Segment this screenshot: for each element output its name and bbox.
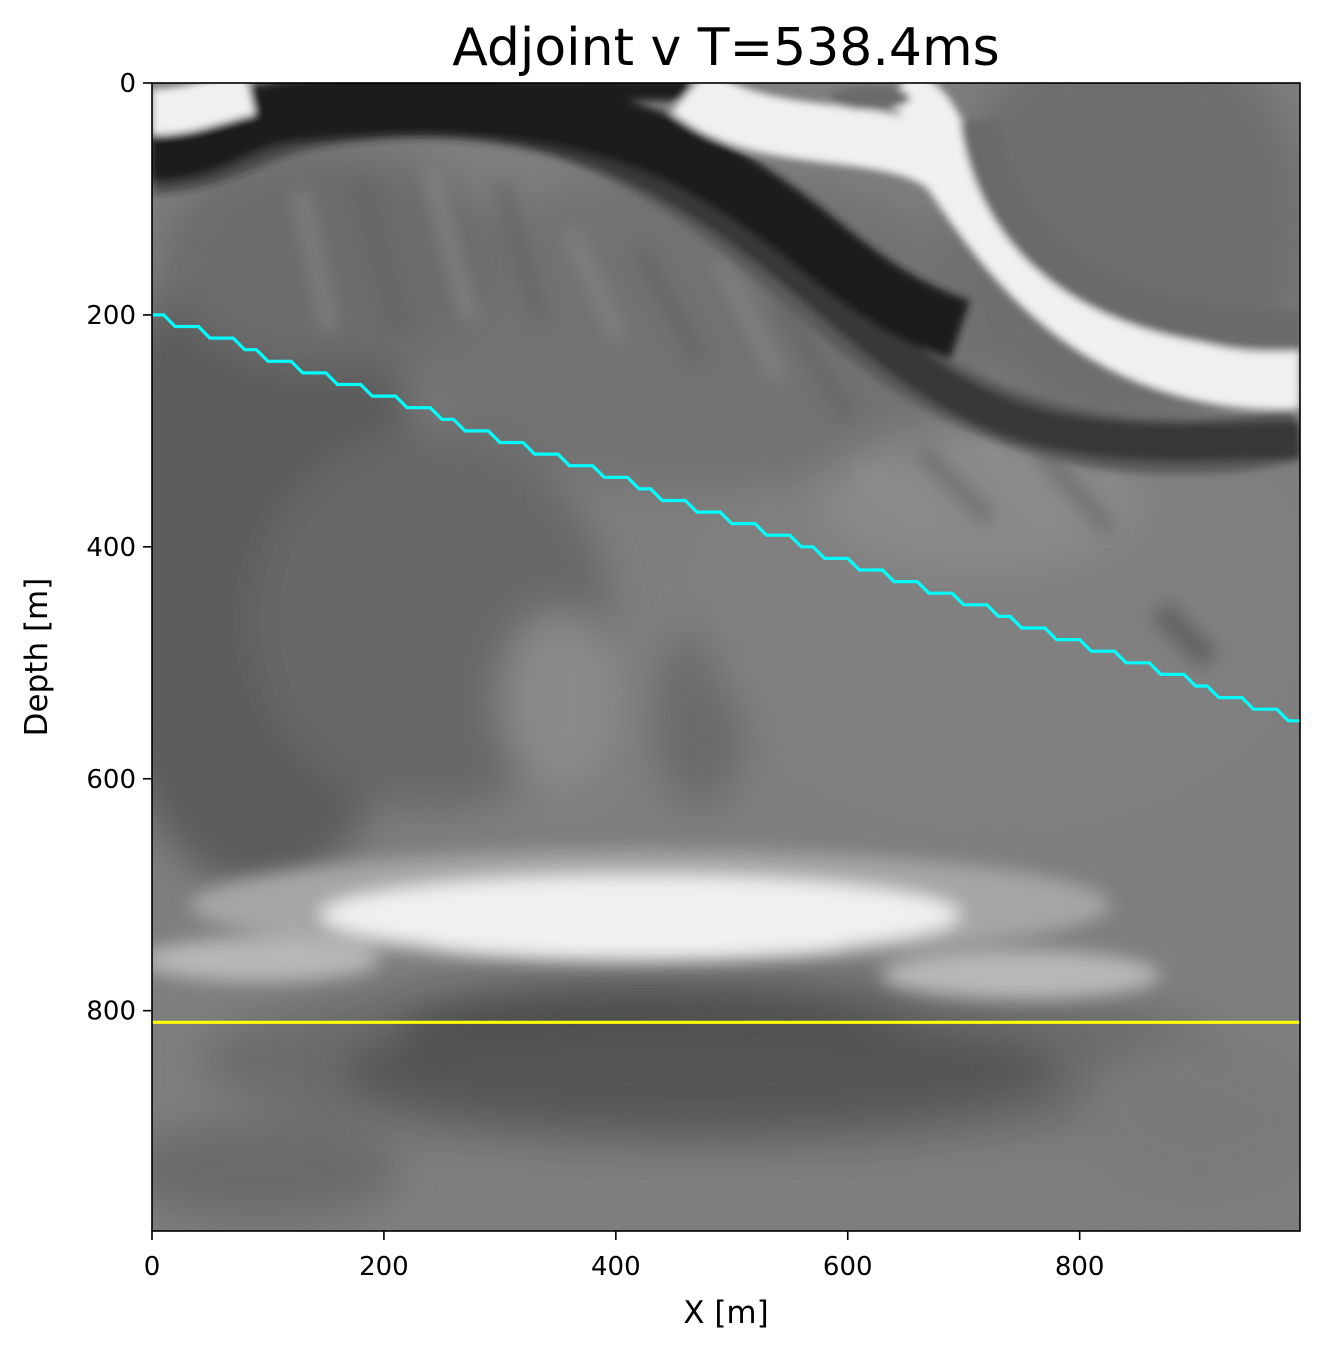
y-tick-label: 200 [86, 301, 136, 331]
x-axis-label: X [m] [683, 1295, 768, 1331]
y-tick-label: 800 [86, 997, 136, 1027]
x-tick-label: 800 [1055, 1252, 1105, 1282]
x-axis: 0 200 400 600 800 [144, 1231, 1105, 1282]
x-tick-label: 400 [591, 1252, 641, 1282]
y-axis-label: Depth [m] [19, 578, 55, 737]
plot-frame [151, 82, 1301, 1232]
heatmap-field [152, 83, 1300, 1231]
x-tick-label: 200 [359, 1252, 409, 1282]
x-tick-label: 600 [823, 1252, 873, 1282]
y-tick-label: 0 [119, 69, 136, 99]
series-line-0 [152, 313, 1300, 723]
y-axis: 0 200 400 600 800 [86, 69, 152, 1027]
y-tick-label: 400 [86, 533, 136, 563]
chart-title: Adjoint v T=538.4ms [452, 18, 1000, 78]
y-tick-label: 600 [86, 765, 136, 795]
series-layer [152, 313, 1300, 1024]
x-tick-label: 0 [144, 1252, 161, 1282]
